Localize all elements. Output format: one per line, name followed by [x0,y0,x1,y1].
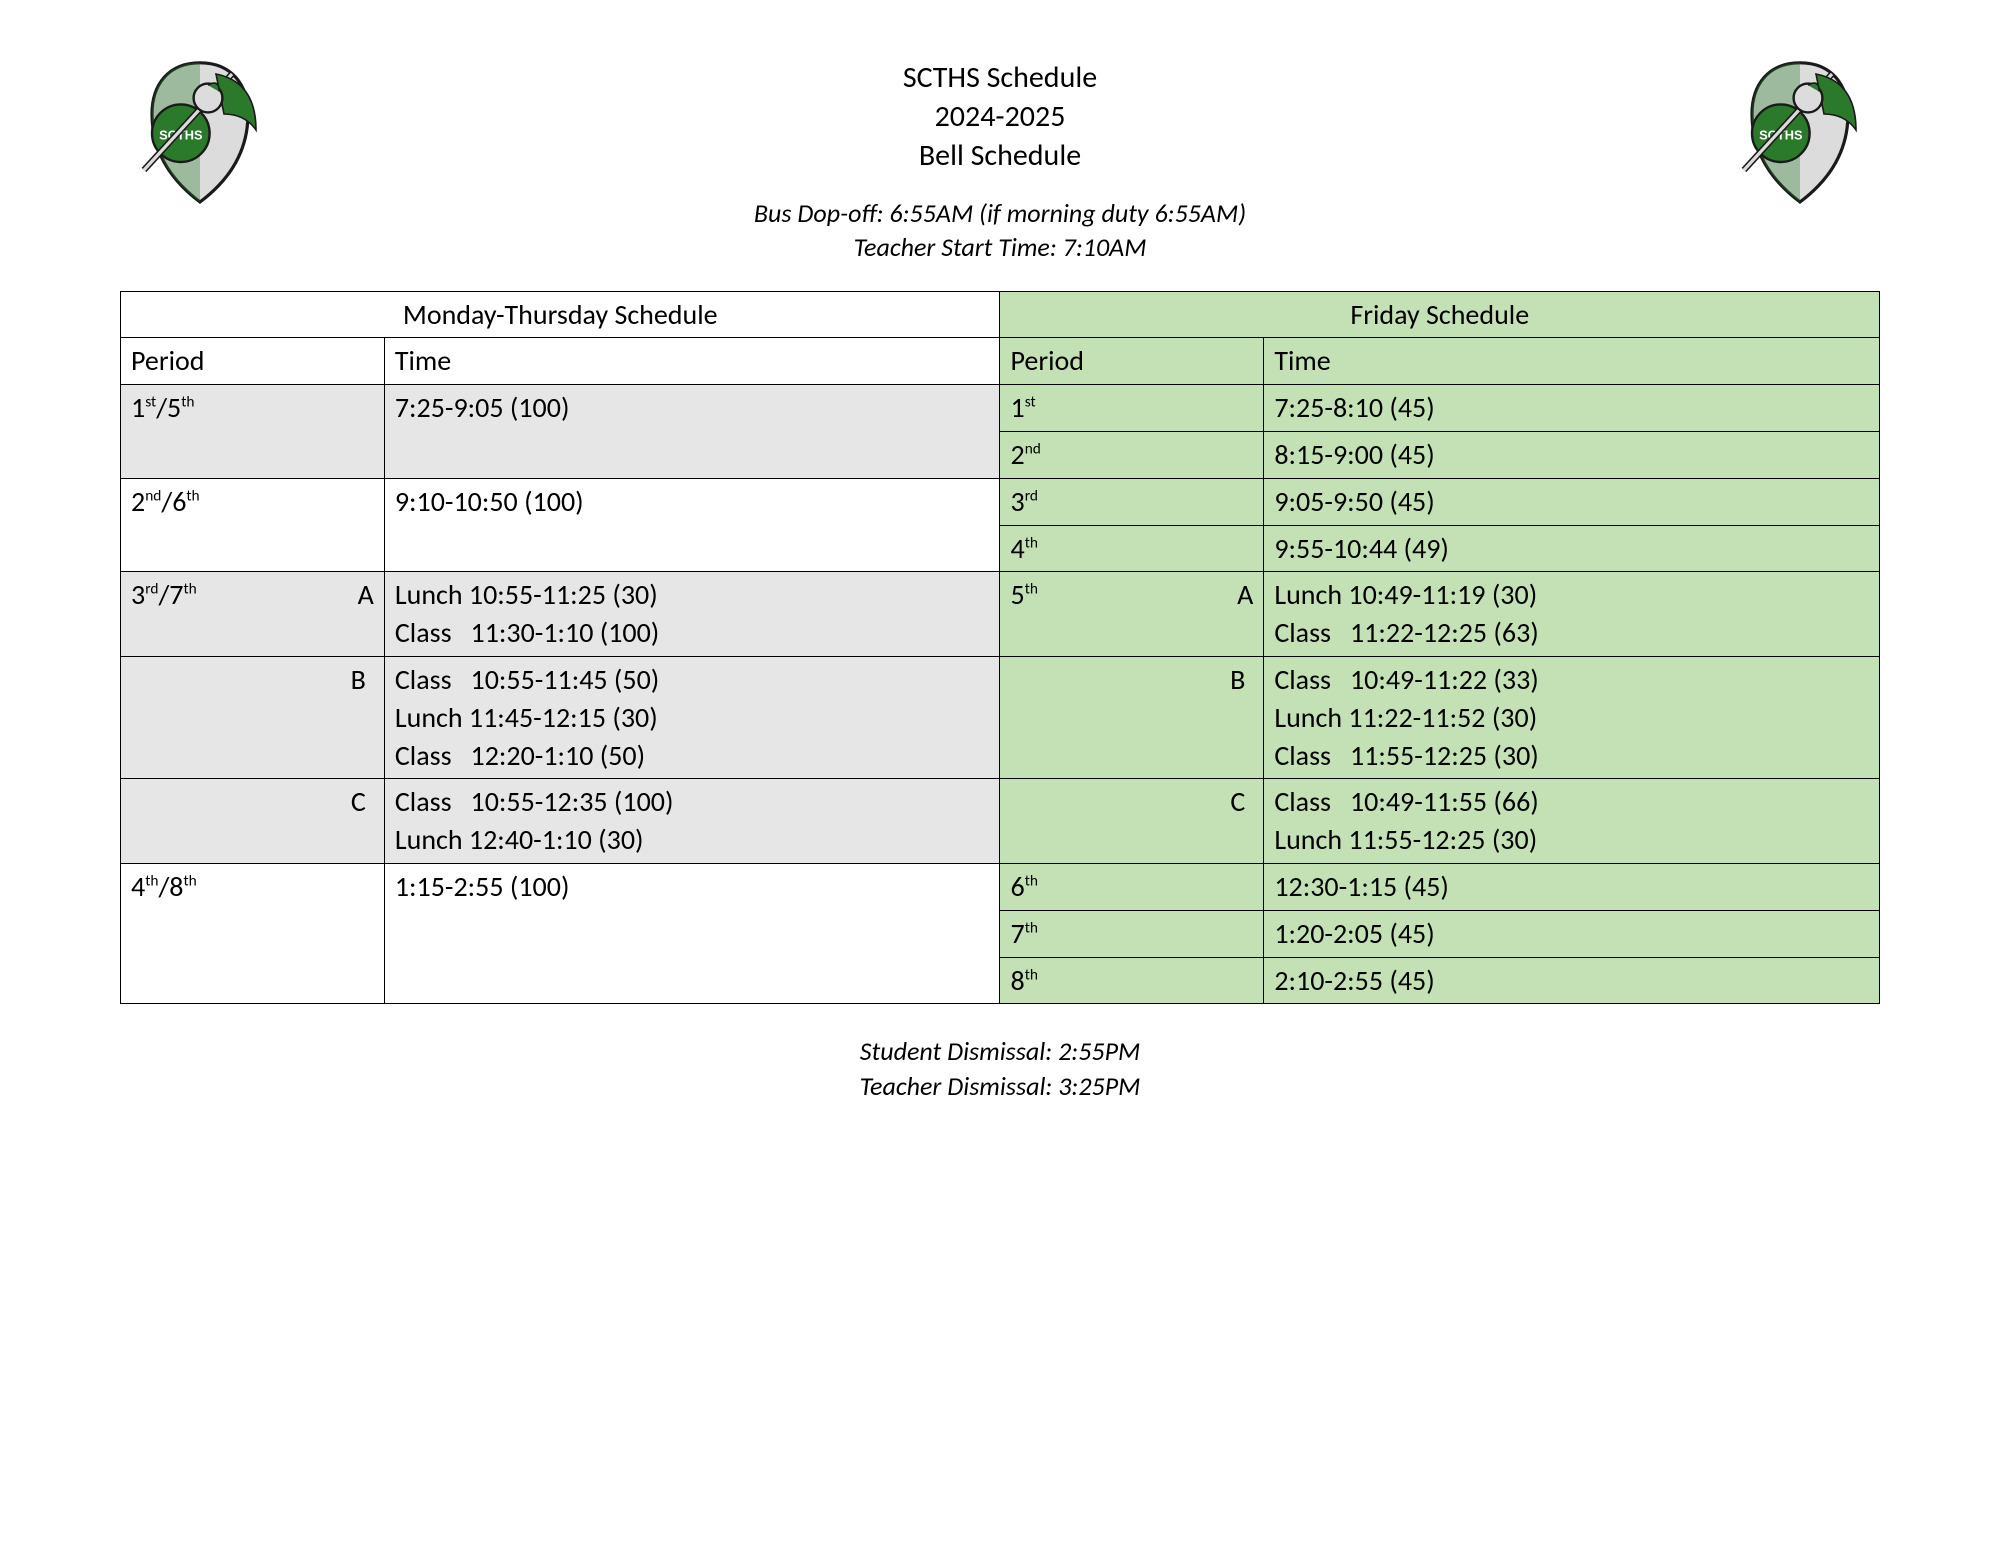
header-mon-thu: Monday-Thursday Schedule [121,291,1000,338]
header-fri: Friday Schedule [1000,291,1880,338]
mt-time-cell: Lunch 10:55-11:25 (30)Class 11:30-1:10 (… [384,572,1000,657]
footer-block: Student Dismissal: 2:55PM Teacher Dismis… [120,1034,1880,1104]
mt-time-cell: 7:25-9:05 (100) [384,385,1000,479]
mt-time-cell: Class 10:55-12:35 (100)Lunch 12:40-1:10 … [384,779,1000,864]
knight-icon: SCTHS [120,50,280,210]
f-time-cell: 12:30-1:15 (45) [1264,863,1880,910]
footer-line-1: Student Dismissal: 2:55PM [120,1034,1880,1069]
f-period-cell: B [1000,656,1264,778]
f-time-cell: 1:20-2:05 (45) [1264,910,1880,957]
title-block: SCTHS Schedule 2024-2025 Bell Schedule B… [280,50,1720,265]
schedule-table: Monday-Thursday ScheduleFriday ScheduleP… [120,291,1880,1005]
title-line-3: Bell Schedule [280,136,1720,175]
school-logo-left: SCTHS [120,50,280,210]
mt-period-cell: C [121,779,385,864]
knight-icon: SCTHS [1720,50,1880,210]
title-line-1: SCTHS Schedule [280,58,1720,97]
title-line-2: 2024-2025 [280,97,1720,136]
col-period-mt: Period [121,338,385,385]
f-period-cell: 8th [1000,957,1264,1004]
f-time-cell: Class 10:49-11:22 (33)Lunch 11:22-11:52 … [1264,656,1880,778]
f-time-cell: 9:55-10:44 (49) [1264,525,1880,572]
f-period-cell: 7th [1000,910,1264,957]
f-time-cell: Lunch 10:49-11:19 (30)Class 11:22-12:25 … [1264,572,1880,657]
f-period-cell: 1st [1000,385,1264,432]
mt-period-cell: 3rd/7thA [121,572,385,657]
mt-time-cell: 9:10-10:50 (100) [384,478,1000,572]
f-time-cell: Class 10:49-11:55 (66)Lunch 11:55-12:25 … [1264,779,1880,864]
mt-period-cell: 4th/8th [121,863,385,1003]
f-time-cell: 9:05-9:50 (45) [1264,478,1880,525]
f-time-cell: 8:15-9:00 (45) [1264,431,1880,478]
mt-time-cell: Class 10:55-11:45 (50)Lunch 11:45-12:15 … [384,656,1000,778]
f-period-cell: 5thA [1000,572,1264,657]
subtitle-line-2: Teacher Start Time: 7:10AM [280,231,1720,265]
mt-period-cell: B [121,656,385,778]
mt-time-cell: 1:15-2:55 (100) [384,863,1000,1003]
f-period-cell: C [1000,779,1264,864]
mt-period-cell: 1st/5th [121,385,385,479]
mt-period-cell: 2nd/6th [121,478,385,572]
header-row: SCTHS SCTHS Schedule 2024-2025 Bell Sche… [120,50,1880,265]
f-time-cell: 7:25-8:10 (45) [1264,385,1880,432]
subtitle-block: Bus Dop-off: 6:55AM (if morning duty 6:5… [280,197,1720,265]
f-period-cell: 2nd [1000,431,1264,478]
f-period-cell: 6th [1000,863,1264,910]
col-time-mt: Time [384,338,1000,385]
f-time-cell: 2:10-2:55 (45) [1264,957,1880,1004]
col-period-f: Period [1000,338,1264,385]
f-period-cell: 3rd [1000,478,1264,525]
f-period-cell: 4th [1000,525,1264,572]
col-time-f: Time [1264,338,1880,385]
subtitle-line-1: Bus Dop-off: 6:55AM (if morning duty 6:5… [280,197,1720,231]
footer-line-2: Teacher Dismissal: 3:25PM [120,1069,1880,1104]
school-logo-right: SCTHS [1720,50,1880,210]
